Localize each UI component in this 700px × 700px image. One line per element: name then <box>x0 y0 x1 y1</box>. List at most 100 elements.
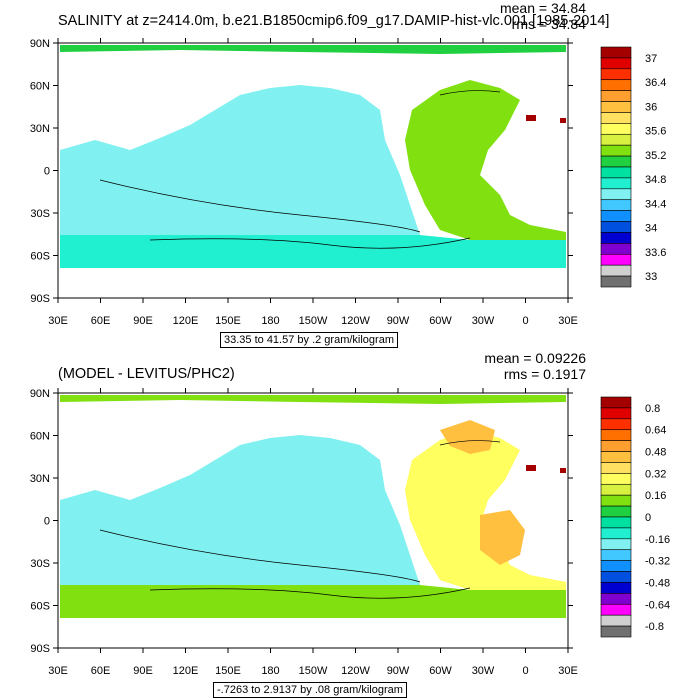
lat-label: 90S <box>30 293 50 305</box>
lon-label: 30W <box>472 665 495 677</box>
colorbar-box <box>600 188 632 201</box>
lon-label: 150W <box>299 315 328 327</box>
lon-label: 30E <box>558 665 578 677</box>
lat-label: 30N <box>30 123 50 135</box>
colorbar-label: 34 <box>645 223 657 235</box>
colorbar-label: -0.8 <box>645 621 664 633</box>
mean-value: mean = 0.09226 <box>484 350 586 366</box>
colorbar-box <box>600 614 632 627</box>
colorbar-label: -0.32 <box>645 556 670 568</box>
colorbar-label: 0.8 <box>645 403 660 415</box>
colorbar-label: 0.64 <box>645 425 666 437</box>
colorbar-box <box>600 57 632 70</box>
colorbar-box <box>600 625 632 638</box>
colorbar-box <box>600 560 632 572</box>
lon-label: 120E <box>173 315 199 327</box>
lon-label: 180 <box>261 665 279 677</box>
colorbar-box <box>600 133 632 146</box>
lon-label: 120W <box>341 315 370 327</box>
lon-label: 180 <box>261 315 279 327</box>
atlantic-basin <box>405 80 566 240</box>
mean-value: mean = 34.84 <box>499 0 586 16</box>
colorbar-label: 37 <box>645 53 657 65</box>
colorbar-box <box>600 418 632 431</box>
rms-value: rms = 34.84 <box>511 16 586 32</box>
lat-label: 60S <box>30 251 50 263</box>
lon-label: 0 <box>522 315 528 327</box>
colorbar-box <box>600 440 632 452</box>
lon-label: 0 <box>522 665 528 677</box>
south-atlantic-anomaly <box>480 510 525 565</box>
colorbar-box <box>600 210 632 222</box>
contour-line <box>439 90 501 96</box>
lat-label: 60N <box>30 81 50 93</box>
lon-label: 150W <box>299 665 328 677</box>
difference-field <box>60 395 566 618</box>
lat-label: 60N <box>30 431 50 443</box>
difference-map-figure: 90N 60N 30N 0 30S 60S 90S 30E 60E 90E 120E 150E 180 1… <box>30 388 670 677</box>
colorbar-box <box>600 155 632 168</box>
contour-line <box>439 440 501 446</box>
rms-value: rms = 0.1917 <box>503 366 586 382</box>
lon-label: 30W <box>472 315 495 327</box>
lat-label: 0 <box>44 516 50 528</box>
colorbar-box <box>600 407 632 420</box>
colorbar-box <box>600 46 632 59</box>
colorbar-label: 0 <box>645 512 651 524</box>
colorbar-label: 36.4 <box>645 77 666 89</box>
pacific-indian-basin <box>60 85 420 235</box>
lat-label: 30S <box>30 208 50 220</box>
colorbar-box <box>600 275 632 288</box>
colorbar-box <box>600 582 632 594</box>
colorbar-box <box>600 505 632 518</box>
contour-range-label: -.7263 to 2.9137 by .08 gram/kilogram <box>213 682 407 698</box>
colorbar-label: 0.32 <box>645 468 666 480</box>
colorbar-box <box>600 253 632 266</box>
colorbar-box <box>600 516 632 529</box>
map-axes: 90N 60N 30N 0 30S 60S 90S 30E 60E 90E 120E 150E 180 1… <box>30 388 578 677</box>
arctic-ocean <box>60 45 566 54</box>
colorbar-box <box>600 527 632 540</box>
lon-label: 30E <box>48 315 68 327</box>
colorbar-label: 36 <box>645 101 657 113</box>
colorbar-box <box>600 538 632 551</box>
lat-label: 0 <box>44 166 50 178</box>
contour-line <box>149 237 471 249</box>
colorbar-box <box>600 473 632 485</box>
colorbar-box <box>600 396 632 409</box>
colorbar-label: 35.6 <box>645 126 666 138</box>
colorbar-box <box>600 199 632 211</box>
lon-label: 90W <box>387 665 410 677</box>
colorbar-box <box>600 68 632 81</box>
contour-line <box>149 587 471 599</box>
salinity-map-figure: 90N 60N 30N 0 30S 60S 90S 30E 60E 90E 120E 150E 180 1… <box>30 38 666 327</box>
lon-label: 60E <box>91 315 111 327</box>
lat-label: 90S <box>30 643 50 655</box>
colorbar-label: 34.8 <box>645 174 666 186</box>
southern-ocean <box>60 585 566 618</box>
colorbar-box <box>600 264 632 277</box>
colorbar-label: 34.4 <box>645 198 666 210</box>
colorbar-box <box>600 571 632 583</box>
lon-label: 150E <box>215 665 241 677</box>
colorbar-box <box>600 429 632 441</box>
lon-label: 30E <box>48 665 68 677</box>
contour-range-label: 33.35 to 41.57 by .2 gram/kilogram <box>220 332 398 348</box>
salinity-panel: 90N 60N 30N 0 30S 60S 90S 30E 60E 90E 120E 150E 180 1… <box>30 0 666 348</box>
mediterranean-outflow <box>526 465 536 471</box>
colorbar-box <box>600 232 632 244</box>
north-atlantic-anomaly <box>440 420 495 454</box>
map-axes: 90N 60N 30N 0 30S 60S 90S 30E 60E 90E 120E 150E 180 1… <box>30 38 578 327</box>
salinity-field <box>60 45 566 268</box>
contour-line <box>99 179 421 233</box>
lon-label: 60E <box>91 665 111 677</box>
colorbar-label: -0.16 <box>645 534 670 546</box>
colorbar-label: 0.16 <box>645 490 666 502</box>
colorbar-box <box>600 549 632 561</box>
difference-colorbar: 0.8 0.64 0.48 0.32 0.16 0 -0.16 -0.32 -0.48 -0.64… <box>600 396 670 638</box>
contour-line <box>99 529 421 583</box>
colorbar-box <box>600 166 632 179</box>
colorbar-box <box>600 79 632 91</box>
panel-title: (MODEL - LEVITUS/PHC2) <box>58 366 235 382</box>
difference-panel: 90N 60N 30N 0 30S 60S 90S 30E 60E 90E 120E 150E 180 1… <box>0 350 700 700</box>
